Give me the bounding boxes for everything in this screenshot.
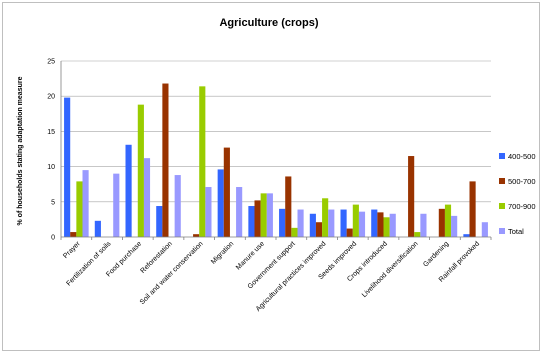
y-axis-label: % of households stating adaptation measu…: [17, 76, 24, 225]
bar-total: [389, 213, 396, 237]
bar-700-900: [137, 104, 144, 237]
bar-total: [174, 175, 181, 237]
bar-500-700: [162, 83, 169, 237]
bar-700-900: [260, 193, 267, 237]
legend-label: 400-500: [508, 152, 536, 161]
legend-swatch: [499, 178, 505, 184]
bar-500-700: [254, 200, 261, 237]
bar-700-900: [383, 217, 390, 237]
bar-400-500: [64, 97, 71, 237]
bar-total: [143, 158, 151, 237]
bar-500-700: [70, 232, 77, 237]
bar-700-900: [322, 198, 329, 237]
bar-total: [481, 222, 488, 237]
bar-500-700: [285, 176, 292, 237]
legend-label: 700-900: [508, 202, 536, 211]
bar-total: [266, 193, 273, 237]
bar-500-700: [223, 147, 230, 237]
bar-400-500: [463, 234, 470, 237]
bar-700-900: [444, 204, 452, 237]
gridlines: [61, 60, 491, 203]
bar-total: [451, 215, 458, 237]
legend-swatch: [499, 203, 505, 209]
bar-400-500: [125, 144, 132, 237]
y-tick-label: 15: [47, 129, 55, 136]
category-label: Livelihood diversification: [361, 240, 420, 299]
bar-total: [205, 187, 212, 237]
bar-400-500: [309, 213, 316, 237]
y-tick-label: 25: [47, 59, 55, 66]
category-label: Manure use: [235, 240, 266, 271]
bars: [64, 83, 488, 238]
y-tick-label: 5: [51, 199, 55, 206]
bar-400-500: [156, 206, 163, 237]
chart-title: Agriculture (crops): [219, 17, 318, 29]
axes: [60, 61, 492, 240]
category-label: Reforestation: [140, 240, 174, 274]
legend: 400-500 500-700 700-900 Total: [499, 152, 536, 236]
bar-400-500: [371, 209, 378, 237]
bar-400-500: [340, 209, 347, 237]
bar-500-700: [377, 212, 384, 237]
chart-svg: Agriculture (crops) % of households stat…: [17, 17, 536, 313]
bar-total: [113, 173, 120, 237]
bar-total: [297, 209, 304, 237]
legend-swatch: [499, 153, 505, 159]
bar-total: [358, 211, 366, 237]
bar-400-500: [279, 208, 286, 237]
bar-700-900: [352, 204, 359, 237]
bar-500-700: [469, 181, 476, 237]
category-label: Gardening: [422, 240, 450, 268]
bar-500-700: [408, 156, 415, 237]
bar-500-700: [438, 208, 445, 237]
bar-400-500: [217, 169, 224, 237]
y-tick-label: 10: [47, 164, 55, 171]
bar-700-900: [199, 86, 206, 238]
y-tick-label: 0: [51, 235, 55, 242]
bar-500-700: [346, 228, 353, 237]
bar-400-500: [248, 206, 255, 237]
bar-700-900: [76, 181, 83, 237]
category-label: Prayer: [62, 240, 82, 260]
legend-label: Total: [508, 227, 524, 236]
bar-total: [328, 209, 335, 237]
bar-500-700: [315, 222, 323, 237]
bar-500-700: [193, 234, 200, 237]
category-label: Soil and water conservation: [139, 240, 205, 306]
legend-swatch: [499, 228, 505, 234]
bar-total: [82, 170, 89, 237]
bar-700-900: [291, 227, 298, 237]
category-label: Migration: [210, 240, 235, 265]
bar-400-500: [94, 220, 101, 237]
legend-label: 500-700: [508, 177, 536, 186]
bar-700-900: [414, 232, 421, 237]
y-tick-labels: 0 5 10 15 20 25: [47, 59, 55, 242]
bar-total: [420, 213, 427, 237]
y-tick-label: 20: [47, 94, 55, 101]
bar-total: [236, 187, 243, 237]
